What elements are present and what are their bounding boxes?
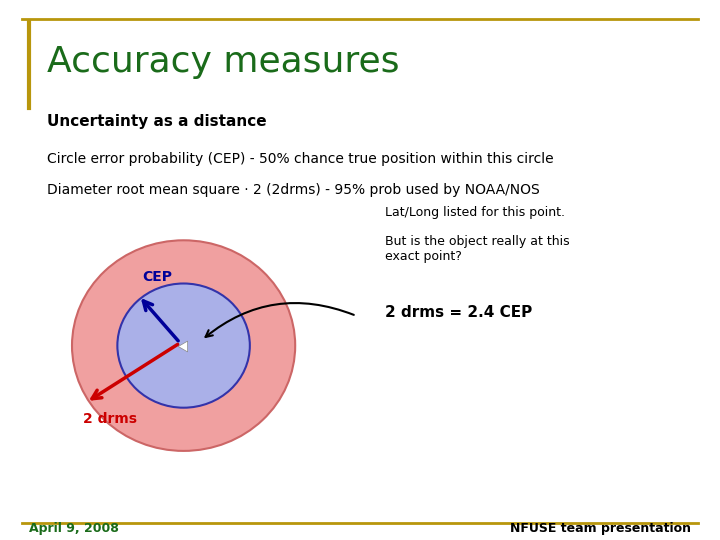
Text: 2 drms = 2.4 CEP: 2 drms = 2.4 CEP	[385, 305, 533, 320]
Text: 2 drms: 2 drms	[83, 412, 137, 426]
Text: Circle error probability (CEP) - 50% chance true position within this circle: Circle error probability (CEP) - 50% cha…	[47, 152, 554, 166]
Text: CEP: CEP	[143, 270, 173, 284]
Ellipse shape	[72, 240, 295, 451]
Text: Lat/Long listed for this point.: Lat/Long listed for this point.	[385, 206, 565, 219]
Text: Accuracy measures: Accuracy measures	[47, 45, 400, 79]
Text: April 9, 2008: April 9, 2008	[29, 522, 119, 535]
Text: But is the object really at this
exact point?: But is the object really at this exact p…	[385, 235, 570, 263]
Text: Uncertainty as a distance: Uncertainty as a distance	[47, 114, 266, 129]
Ellipse shape	[117, 284, 250, 408]
Text: Diameter root mean square · 2 (2drms) - 95% prob used by NOAA/NOS: Diameter root mean square · 2 (2drms) - …	[47, 183, 539, 197]
Text: NFUSE team presentation: NFUSE team presentation	[510, 522, 691, 535]
